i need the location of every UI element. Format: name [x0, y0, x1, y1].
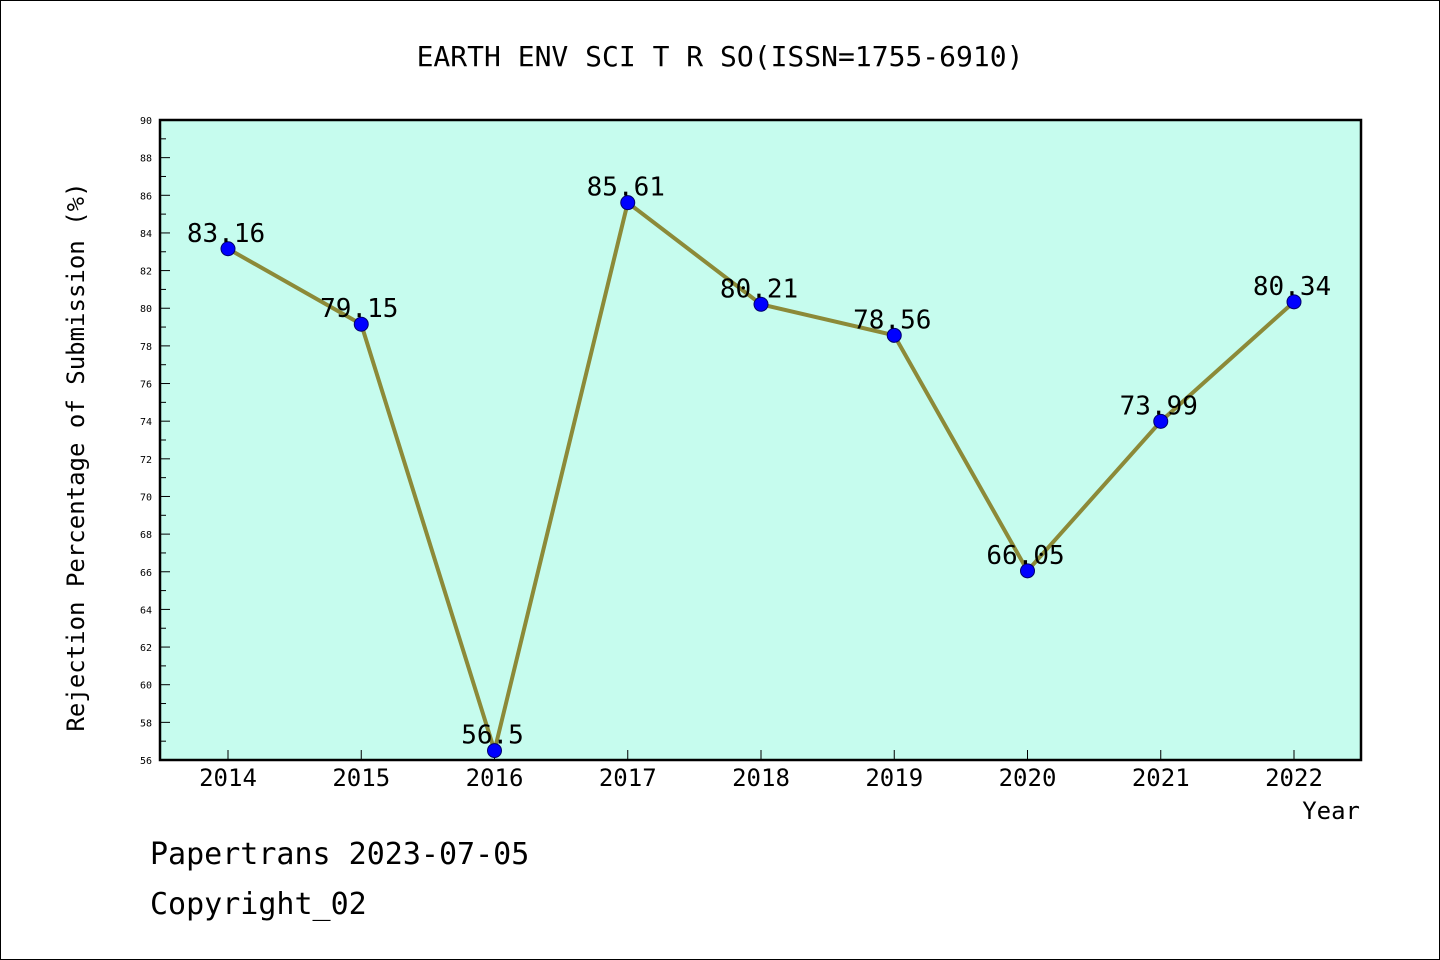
y-tick-label: 88 [140, 154, 152, 165]
x-tick-label: 2014 [199, 764, 257, 792]
data-label: 80.34 [1253, 272, 1331, 302]
y-axis-title: Rejection Percentage of Submission (%) [62, 182, 90, 731]
data-label: 85.61 [587, 173, 665, 203]
data-label: 73.99 [1120, 391, 1198, 421]
y-tick-label: 60 [140, 681, 152, 692]
data-point [753, 296, 769, 312]
data-point [620, 195, 636, 211]
x-tick-label: 2016 [466, 764, 524, 792]
x-tick-label: 2015 [332, 764, 390, 792]
x-tick-label: 2020 [999, 764, 1057, 792]
y-tick-label: 82 [140, 267, 152, 278]
x-axis-title: Year [1302, 797, 1360, 825]
data-point [886, 327, 902, 343]
footer-date: Papertrans 2023-07-05 [150, 837, 529, 872]
data-label: 66.05 [986, 541, 1064, 571]
x-tick-label: 2017 [599, 764, 657, 792]
y-tick-label: 56 [140, 756, 152, 767]
x-axis-ticks: 2014 2015 2016 2017 2018 2019 2020 2021 2022 [199, 750, 1323, 792]
y-tick-label: 68 [140, 530, 152, 541]
data-point [1286, 294, 1302, 310]
y-tick-label: 86 [140, 191, 152, 202]
y-tick-label: 58 [140, 718, 152, 729]
data-label: 56.5 [461, 721, 524, 751]
y-tick-label: 72 [140, 455, 152, 466]
data-point [1020, 563, 1035, 579]
y-tick-label: 90 [140, 116, 152, 127]
data-label: 79.15 [320, 294, 398, 324]
y-tick-label: 62 [140, 643, 152, 654]
data-point [487, 743, 502, 759]
data-point [353, 316, 369, 332]
data-point [1153, 413, 1169, 429]
plot-border [158, 118, 1363, 762]
footer-copyright: Copyright_02 [150, 887, 367, 922]
plot-area [160, 120, 1361, 760]
data-point [220, 241, 236, 257]
data-label: 80.21 [720, 274, 798, 304]
y-tick-label: 66 [140, 568, 152, 579]
y-tick-label: 78 [140, 342, 152, 353]
y-tick-label: 84 [140, 229, 152, 240]
data-label: 83.16 [187, 219, 265, 249]
x-tick-label: 2019 [865, 764, 923, 792]
x-tick-label: 2022 [1265, 764, 1323, 792]
chart-title: EARTH ENV SCI T R SO(ISSN=1755-6910) [417, 40, 1024, 73]
y-tick-label: 74 [140, 417, 152, 428]
data-label: 78.56 [853, 305, 931, 335]
y-tick-label: 76 [140, 380, 152, 391]
series-layer: 83.16 79.15 56.5 85.61 80.21 78.56 66.05 73.99 8… [187, 173, 1331, 759]
y-tick-label: 80 [140, 304, 152, 315]
x-tick-label: 2021 [1132, 764, 1190, 792]
y-tick-label: 70 [140, 492, 152, 503]
y-tick-label: 64 [140, 605, 152, 616]
x-tick-label: 2018 [732, 764, 790, 792]
